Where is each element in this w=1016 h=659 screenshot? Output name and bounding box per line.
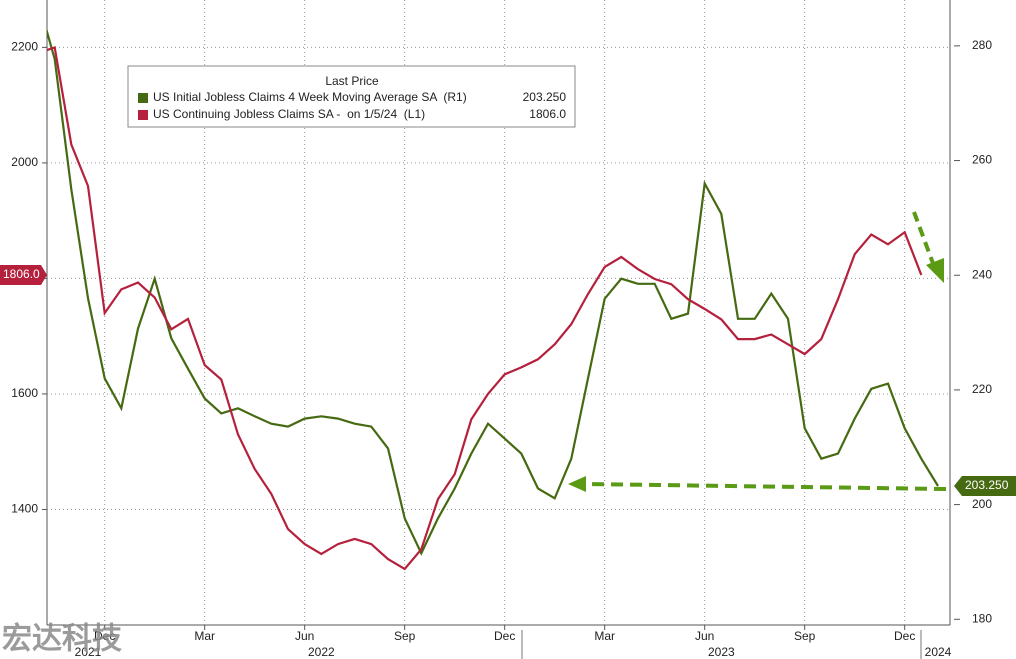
- y2-tick-label: 280: [972, 38, 992, 52]
- x-tick-label: Mar: [194, 629, 215, 643]
- y2-tick-label: 240: [972, 267, 992, 281]
- watermark: 宏达科技: [2, 622, 122, 657]
- x-tick-label: Jun: [295, 629, 314, 643]
- x-tick-label: Dec: [94, 629, 115, 643]
- year-label: 2023: [708, 645, 735, 659]
- x-tick-label: Sep: [794, 629, 816, 643]
- legend-title: Last Price: [325, 74, 379, 88]
- legend-value: 1806.0: [529, 107, 566, 121]
- legend: Last Price US Initial Jobless Claims 4 W…: [127, 65, 576, 128]
- legend-swatch: [138, 110, 148, 120]
- y-tick-label: 2000: [11, 155, 38, 169]
- axis-tag: [0, 264, 47, 285]
- legend-value: 203.250: [523, 90, 567, 104]
- year-label: 2024: [925, 645, 952, 659]
- arrow-line: [585, 482, 947, 491]
- legend-label: US Continuing Jobless Claims SA - on 1/5…: [153, 107, 425, 121]
- axis-tag-label: 203.250: [965, 478, 1009, 492]
- x-tick-label: Dec: [894, 629, 915, 643]
- y-tick-label: 1600: [11, 386, 38, 400]
- axis-tag: [954, 475, 1016, 496]
- legend-swatch: [138, 93, 148, 103]
- y2-tick-label: 220: [972, 382, 992, 396]
- legend-box: [127, 65, 576, 128]
- x-tick-label: Jun: [695, 629, 714, 643]
- year-label: 2022: [308, 645, 335, 659]
- series-line: [47, 27, 939, 556]
- y-tick-label: 2200: [11, 40, 38, 54]
- series-line: [47, 45, 923, 571]
- x-tick-label: Dec: [494, 629, 515, 643]
- axis-tag-label: 1806.0: [3, 267, 40, 281]
- year-label: 2021: [75, 645, 102, 659]
- x-tick-label: Sep: [394, 629, 416, 643]
- y-tick-label: 1400: [11, 502, 38, 516]
- y2-tick-label: 180: [972, 611, 992, 625]
- x-tick-label: Mar: [594, 629, 615, 643]
- arrow-head: [926, 258, 944, 283]
- arrow-line: [912, 211, 936, 267]
- y2-tick-label: 200: [972, 497, 992, 511]
- annotation-arrows: [568, 211, 947, 492]
- y2-tick-label: 260: [972, 153, 992, 167]
- arrow-head: [568, 476, 586, 492]
- legend-label: US Initial Jobless Claims 4 Week Moving …: [153, 90, 467, 104]
